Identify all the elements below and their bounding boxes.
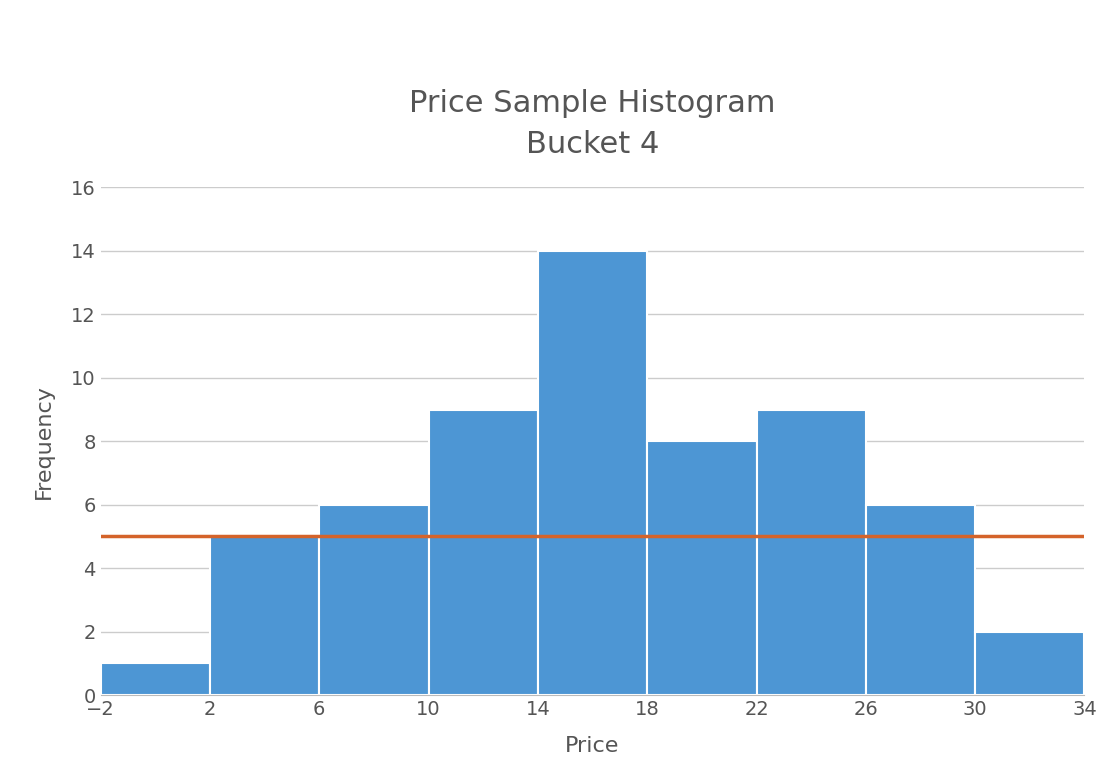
Y-axis label: Frequency: Frequency xyxy=(35,383,55,499)
Bar xyxy=(975,632,1084,695)
Bar xyxy=(538,251,647,695)
Title: Price Sample Histogram
Bucket 4: Price Sample Histogram Bucket 4 xyxy=(409,89,776,159)
Bar xyxy=(647,441,757,695)
Bar xyxy=(320,505,428,695)
Bar xyxy=(865,505,975,695)
X-axis label: Price: Price xyxy=(566,736,619,756)
Bar xyxy=(210,537,320,695)
Bar xyxy=(101,663,210,695)
Bar xyxy=(757,409,865,695)
Bar xyxy=(428,409,538,695)
